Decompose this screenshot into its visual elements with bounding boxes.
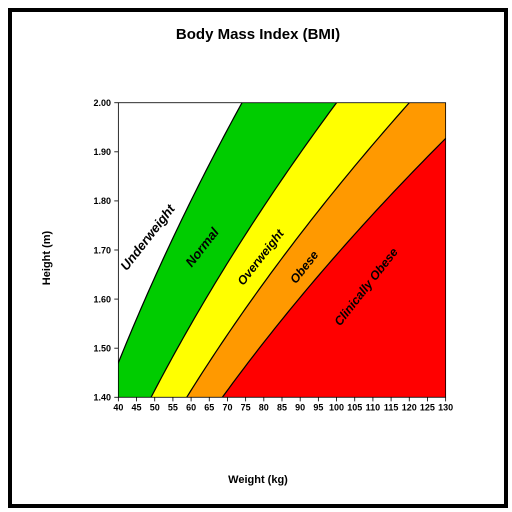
x-tick-115: 115: [384, 402, 399, 412]
x-tick-70: 70: [222, 402, 232, 412]
x-tick-90: 90: [295, 402, 305, 412]
x-tick-105: 105: [347, 402, 362, 412]
x-axis-label: Weight (kg): [12, 474, 504, 486]
x-tick-40: 40: [113, 402, 123, 412]
x-tick-50: 50: [150, 402, 160, 412]
chart-title: Body Mass Index (BMI): [12, 26, 504, 43]
y-tick-1.6: 1.60: [93, 294, 111, 304]
y-tick-1.8: 1.80: [93, 196, 111, 206]
x-tick-65: 65: [204, 402, 214, 412]
y-tick-1.7: 1.70: [93, 245, 111, 255]
plot-area: UnderweightNormalOverweightObeseClinical…: [82, 70, 482, 430]
x-tick-55: 55: [168, 402, 178, 412]
y-tick-1.5: 1.50: [93, 343, 111, 353]
x-tick-120: 120: [402, 402, 417, 412]
x-tick-75: 75: [241, 402, 251, 412]
x-tick-100: 100: [329, 402, 344, 412]
x-tick-95: 95: [313, 402, 323, 412]
y-tick-1.9: 1.90: [93, 147, 111, 157]
x-tick-60: 60: [186, 402, 196, 412]
chart-frame: Body Mass Index (BMI) Height (m) Weight …: [8, 8, 508, 508]
y-tick-2: 2.00: [93, 98, 111, 108]
x-tick-80: 80: [259, 402, 269, 412]
y-tick-1.4: 1.40: [93, 393, 111, 403]
x-tick-125: 125: [420, 402, 435, 412]
x-tick-45: 45: [132, 402, 142, 412]
y-axis-label: Height (m): [41, 231, 53, 285]
x-tick-85: 85: [277, 402, 287, 412]
x-tick-130: 130: [438, 402, 453, 412]
x-tick-110: 110: [366, 402, 381, 412]
